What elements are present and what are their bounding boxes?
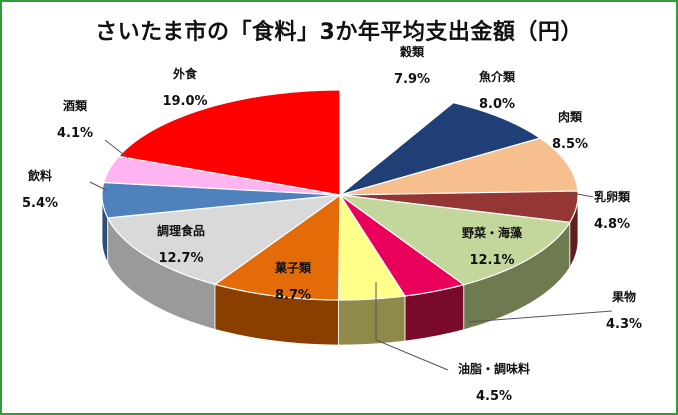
slice-label-value-4: 12.1% [469, 253, 514, 268]
slice-label-name-8: 調理食品 [157, 223, 205, 238]
slice-1 [339, 102, 542, 196]
slice-label-value-7: 8.7% [275, 288, 311, 303]
slice-label-name-1: 魚介類 [479, 69, 516, 84]
leader-line-10 [104, 139, 129, 159]
slice-6 [337, 193, 406, 301]
pie-sides [101, 194, 579, 346]
leader-line-3 [566, 191, 594, 198]
slice-labels: 穀類 7.9% 魚介類 8.0% 肉類 8.5% 乳卵類 4.8% 野菜・海藻 12.1% 果物 4.… [22, 44, 642, 404]
slice-label-value-0: 7.9% [394, 72, 430, 87]
slice-label-name-3: 乳卵類 [594, 189, 631, 204]
slice-3 [339, 190, 579, 224]
slice-label-value-1: 8.0% [479, 97, 515, 112]
slice-7 [213, 193, 341, 301]
slice-label-value-9: 5.4% [22, 196, 58, 211]
pie-tops [101, 89, 579, 301]
slice-label-name-0: 穀類 [400, 44, 425, 59]
leader-line-9 [89, 181, 107, 191]
slice-label-value-6: 4.5% [476, 389, 512, 404]
slice-9 [101, 181, 341, 219]
slice-4 [337, 194, 571, 286]
slice-label-value-11: 19.0% [162, 94, 207, 109]
slice-2 [339, 137, 579, 196]
slice-side-6 [338, 295, 406, 346]
slice-8 [106, 194, 343, 286]
slice-label-name-4: 野菜・海藻 [462, 225, 523, 240]
slice-label-value-2: 8.5% [552, 137, 588, 152]
chart-title: さいたま市の「食料」3か年平均支出金額（円） [95, 20, 583, 45]
slice-label-value-8: 12.7% [158, 251, 203, 266]
slice-label-name-10: 酒類 [63, 98, 88, 113]
slice-label-name-9: 飲料 [27, 168, 52, 183]
slice-label-name-5: 果物 [611, 289, 636, 304]
slice-label-value-5: 4.3% [606, 317, 642, 332]
slice-label-name-7: 菓子類 [274, 260, 312, 275]
slice-label-value-10: 4.1% [57, 126, 93, 141]
slice-label-name-6: 油脂・調味料 [458, 361, 530, 376]
slice-11 [117, 89, 341, 196]
leader-lines [89, 139, 613, 371]
slice-0 [339, 89, 455, 197]
leader-line-5 [467, 310, 613, 323]
slice-5 [339, 194, 466, 297]
slice-label-name-11: 外食 [173, 66, 198, 81]
slice-10 [102, 155, 341, 196]
slice-label-value-3: 4.8% [594, 217, 630, 232]
leader-line-6 [375, 282, 449, 371]
slice-label-name-2: 肉類 [558, 109, 583, 124]
